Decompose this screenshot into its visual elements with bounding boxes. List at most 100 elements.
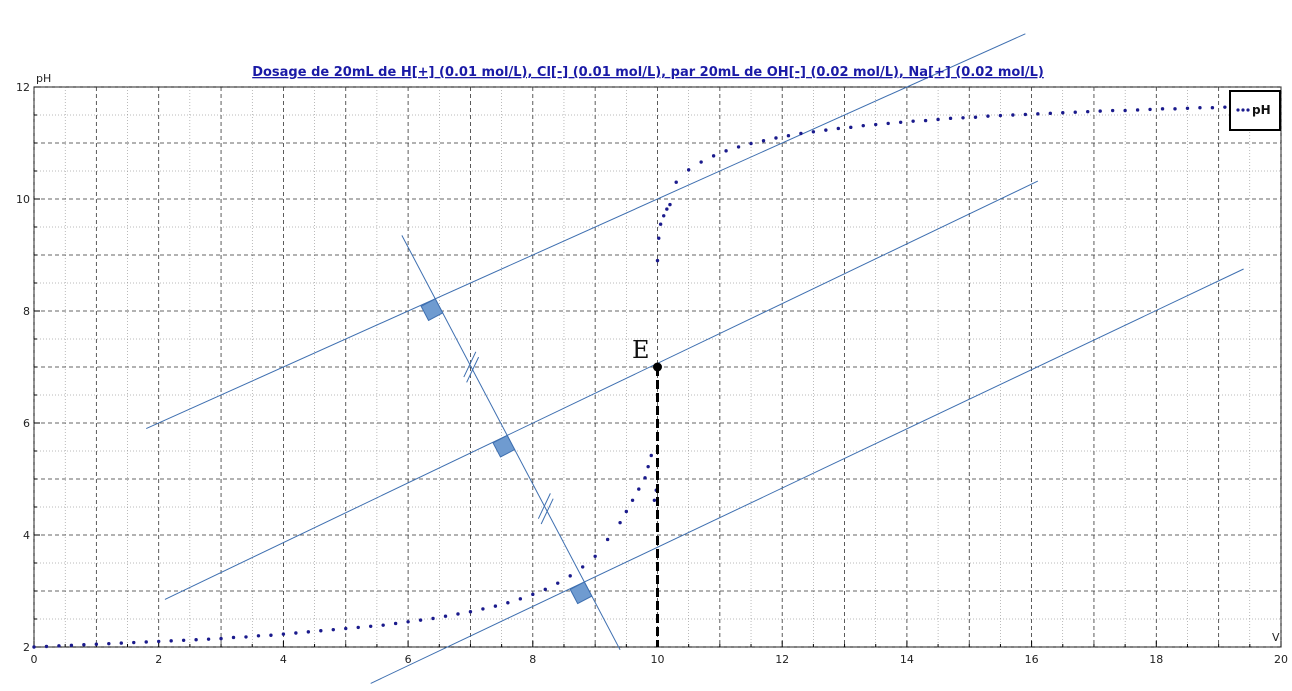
data-point	[998, 113, 1003, 118]
data-point	[443, 614, 448, 618]
data-point	[269, 633, 273, 637]
x-tick-label: 10	[651, 653, 665, 666]
data-point	[393, 621, 398, 626]
data-point	[556, 581, 560, 585]
data-point	[786, 134, 791, 138]
data-point	[593, 554, 597, 558]
y-tick-label: 12	[16, 81, 30, 94]
data-point	[169, 639, 173, 643]
data-point	[655, 258, 660, 263]
data-point	[294, 631, 298, 635]
data-point	[181, 638, 186, 642]
data-point	[1148, 107, 1152, 112]
data-point	[481, 607, 485, 611]
equivalence-construction	[653, 362, 662, 647]
x-tick-label: 4	[280, 653, 287, 666]
legend-marker-dot	[1246, 108, 1250, 112]
data-point	[518, 597, 523, 601]
data-point	[281, 632, 286, 636]
data-point	[736, 145, 741, 149]
x-tick-label: 18	[1149, 653, 1163, 666]
data-point	[973, 115, 978, 119]
right-angle-marker	[492, 434, 516, 458]
data-point	[646, 464, 650, 469]
data-point	[344, 626, 348, 631]
data-point	[368, 624, 373, 628]
data-point	[668, 202, 672, 207]
x-tick-label: 8	[529, 653, 536, 666]
x-tick-label: 14	[900, 653, 914, 666]
data-point	[206, 637, 211, 641]
data-point	[657, 236, 661, 240]
data-point	[1023, 112, 1028, 117]
data-point	[898, 120, 903, 124]
data-point	[1036, 112, 1040, 116]
data-point	[531, 592, 535, 597]
data-point	[32, 645, 36, 649]
data-point	[749, 141, 753, 146]
data-point	[194, 638, 198, 642]
x-tick-label: 2	[155, 653, 162, 666]
data-point	[1173, 107, 1177, 111]
data-point	[923, 118, 928, 123]
data-point	[493, 604, 498, 608]
data-point	[761, 139, 766, 143]
data-point	[381, 623, 385, 627]
data-point	[456, 612, 460, 616]
data-point	[144, 640, 148, 644]
data-point	[618, 520, 622, 525]
data-point	[874, 122, 878, 127]
data-point	[724, 149, 728, 153]
data-point	[157, 639, 161, 644]
legend-entry: pH	[1252, 103, 1271, 117]
data-point	[662, 214, 666, 218]
data-point	[948, 116, 953, 121]
y-tick-label: 8	[23, 305, 30, 318]
data-point	[686, 168, 691, 172]
construction-lines	[146, 33, 1244, 684]
data-point	[811, 130, 816, 134]
data-point	[568, 574, 572, 578]
data-point	[643, 476, 647, 480]
upper-tangent-line	[146, 33, 1026, 430]
data-point	[319, 629, 323, 633]
data-point	[468, 610, 473, 614]
data-point	[107, 641, 111, 646]
data-point	[658, 222, 663, 226]
data-point	[649, 453, 653, 458]
data-point	[911, 119, 915, 123]
lower-tangent-line	[370, 268, 1244, 684]
x-tick-label: 16	[1025, 653, 1039, 666]
data-point	[1160, 107, 1165, 111]
data-point	[699, 160, 703, 164]
data-point	[1123, 108, 1127, 113]
data-point	[580, 565, 585, 569]
data-point	[256, 634, 261, 638]
data-point	[119, 641, 123, 645]
x-axis-label: V	[1272, 631, 1280, 644]
data-point	[1223, 105, 1227, 109]
data-point	[231, 635, 236, 640]
x-tick-label: 12	[775, 653, 789, 666]
data-point	[506, 601, 510, 605]
data-point	[44, 644, 49, 649]
data-point	[69, 643, 74, 648]
data-point	[1086, 109, 1090, 114]
data-point	[630, 498, 635, 502]
data-point	[82, 643, 86, 647]
x-tick-label: 0	[31, 653, 38, 666]
data-point	[652, 498, 657, 502]
y-tick-label: 10	[16, 193, 30, 206]
data-point	[824, 128, 828, 132]
data-point	[1210, 106, 1215, 110]
x-tick-label: 6	[405, 653, 412, 666]
equal-length-tick	[537, 493, 551, 519]
y-tick-label: 2	[23, 641, 30, 654]
data-point	[1198, 106, 1202, 110]
data-point	[244, 635, 248, 639]
data-point	[774, 136, 778, 140]
y-tick-label: 6	[23, 417, 30, 430]
equivalence-point	[653, 362, 662, 372]
data-point	[1135, 108, 1140, 112]
